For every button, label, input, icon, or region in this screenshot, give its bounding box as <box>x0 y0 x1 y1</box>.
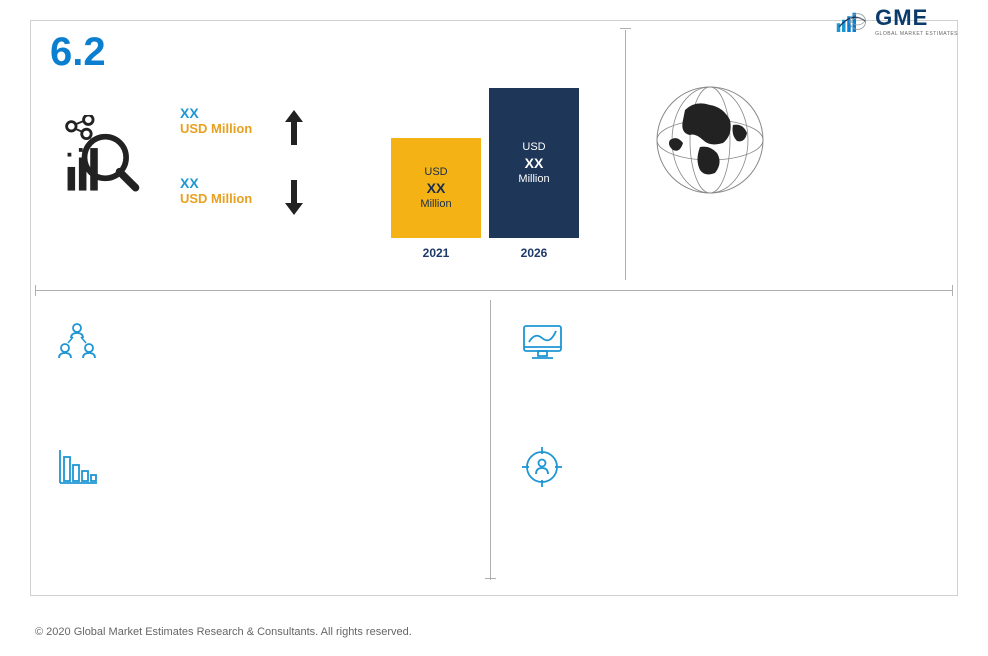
divider-tick <box>952 285 953 296</box>
bar-2021: USD XX Million 2021 <box>391 138 481 260</box>
xx-value-bottom: XX <box>180 175 252 191</box>
usd-metric-top: XX USD Million <box>180 105 252 136</box>
infographic-container: GME GLOBAL MARKET ESTIMATES 6.2 XX USD M… <box>0 0 988 656</box>
logo-icon <box>835 9 870 34</box>
arrow-up-icon <box>285 110 303 145</box>
monitor-chart-icon <box>520 320 565 365</box>
usd-label-top: USD Million <box>180 121 252 136</box>
bar-chart: USD XX Million 2021 USD XX Million 2026 <box>360 80 610 260</box>
quadrant-top-left <box>55 320 100 370</box>
logo-subtitle: GLOBAL MARKET ESTIMATES <box>875 31 958 37</box>
bar-year: 2021 <box>423 246 450 260</box>
copyright-text: © 2020 Global Market Estimates Research … <box>35 626 412 638</box>
usd-label-bottom: USD Million <box>180 191 252 206</box>
bar-usd: USD <box>522 141 545 153</box>
divider-tick <box>620 28 631 29</box>
target-person-icon <box>520 445 565 490</box>
vertical-divider-bottom <box>490 300 491 580</box>
analysis-chart-icon <box>60 115 145 200</box>
quadrant-bottom-right <box>520 445 565 495</box>
divider-tick <box>485 578 496 579</box>
horizontal-divider <box>35 290 953 291</box>
section-number: 6.2 <box>50 30 106 75</box>
bar-xx: XX <box>525 155 544 171</box>
brand-logo: GME GLOBAL MARKET ESTIMATES <box>835 5 958 37</box>
xx-value-top: XX <box>180 105 252 121</box>
quadrant-bottom-left <box>55 445 100 495</box>
bar-xx: XX <box>427 180 446 196</box>
logo-text: GME <box>875 5 958 31</box>
globe-icon <box>655 85 765 195</box>
bar-year: 2026 <box>521 246 548 260</box>
top-metrics-section: XX USD Million XX USD Million USD XX Mil… <box>60 95 620 260</box>
bar-chart-icon <box>55 445 100 490</box>
people-network-icon <box>55 320 100 365</box>
usd-metric-bottom: XX USD Million <box>180 175 252 206</box>
quadrant-top-right <box>520 320 565 370</box>
bar-million: Million <box>420 198 451 210</box>
bar-usd: USD <box>424 166 447 178</box>
vertical-divider-top <box>625 30 626 280</box>
arrow-down-icon <box>285 180 303 215</box>
bar-2026: USD XX Million 2026 <box>489 88 579 260</box>
bar-million: Million <box>518 173 549 185</box>
